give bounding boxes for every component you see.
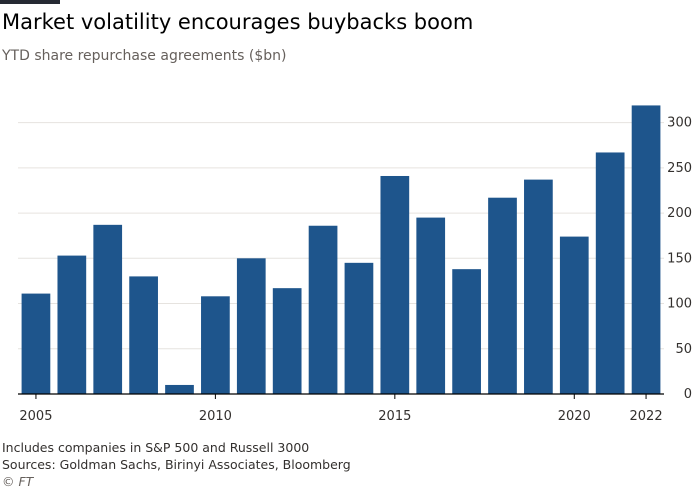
- bar-2017: [452, 269, 481, 394]
- y-tick-label: 50: [675, 342, 692, 357]
- bar-2012: [272, 288, 302, 394]
- bar-2016: [416, 217, 446, 394]
- y-tick-label: 0: [684, 387, 692, 402]
- chart-subtitle: YTD share repurchase agreements ($bn): [2, 48, 287, 64]
- bar-2020: [559, 236, 589, 394]
- bar-2007: [93, 224, 123, 394]
- y-tick-label: 300: [667, 116, 692, 131]
- x-tick-label: 2010: [199, 409, 232, 424]
- bar-2008: [129, 276, 158, 394]
- credit: © FT: [2, 474, 34, 489]
- footnote: Includes companies in S&P 500 and Russel…: [2, 440, 310, 455]
- x-tick-label: 2020: [558, 409, 591, 424]
- x-tick-label: 2015: [378, 409, 411, 424]
- bar-2019: [524, 179, 553, 394]
- bar-2010: [201, 296, 230, 394]
- bar-2011: [236, 258, 266, 394]
- y-tick-label: 250: [667, 161, 692, 176]
- bar-2009: [165, 384, 194, 394]
- bar-2021: [595, 152, 625, 394]
- bar-2015: [380, 175, 410, 394]
- bar-2022: [631, 105, 661, 395]
- bar-2018: [488, 197, 517, 394]
- y-tick-label: 200: [667, 206, 692, 221]
- chart-title: Market volatility encourages buybacks bo…: [2, 10, 474, 34]
- bar-2005: [21, 293, 51, 394]
- x-tick-label: 2022: [630, 409, 663, 424]
- bar-2014: [344, 262, 374, 394]
- sources-note: Sources: Goldman Sachs, Birinyi Associat…: [2, 457, 351, 472]
- bar-2006: [57, 255, 87, 394]
- top-accent-bar: [0, 0, 60, 4]
- x-tick-label: 2005: [19, 409, 52, 424]
- y-tick-label: 100: [667, 297, 692, 312]
- bar-2013: [308, 225, 338, 394]
- y-tick-label: 150: [667, 251, 692, 266]
